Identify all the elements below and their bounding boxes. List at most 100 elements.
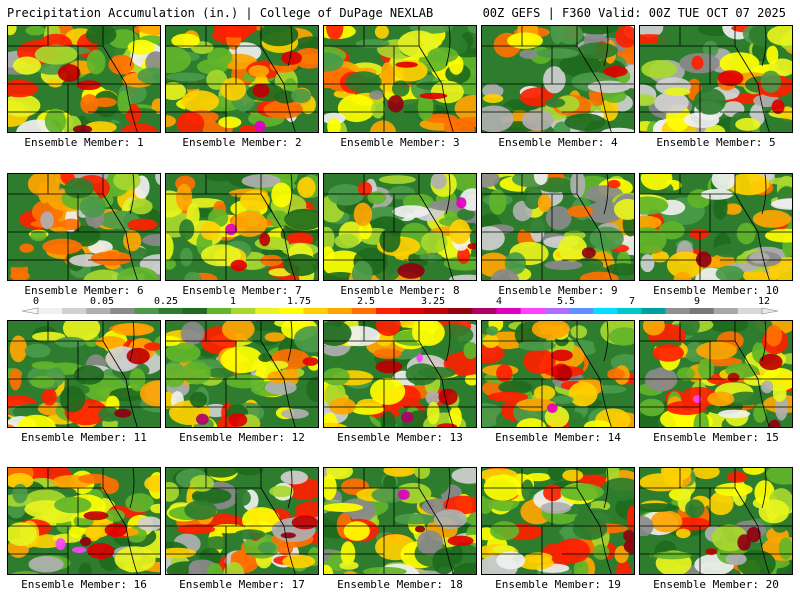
precip-blob xyxy=(44,108,66,132)
precip-blob xyxy=(324,226,335,252)
precip-blob xyxy=(729,391,763,406)
ensemble-panel-2 xyxy=(165,25,319,133)
precip-blob xyxy=(72,125,93,132)
precip-blob xyxy=(380,62,394,85)
scale-swatch xyxy=(400,308,425,314)
precip-map-9 xyxy=(482,174,634,280)
state-border xyxy=(603,468,609,509)
precip-blob xyxy=(373,348,402,359)
precip-blob xyxy=(558,235,587,262)
precip-blob xyxy=(8,26,17,36)
precip-blob xyxy=(144,475,160,492)
precip-blob xyxy=(417,93,434,121)
precip-map-17 xyxy=(166,468,318,574)
precip-blob xyxy=(650,251,669,263)
ensemble-panel-12 xyxy=(165,320,319,428)
panel-caption: Ensemble Member: 15 xyxy=(653,431,779,444)
precip-map-15 xyxy=(640,321,792,427)
precip-blob xyxy=(234,468,264,476)
precip-blob xyxy=(375,321,401,337)
precip-blob xyxy=(723,203,742,215)
precip-blob xyxy=(57,64,81,82)
precip-blob xyxy=(166,547,197,559)
precip-blob xyxy=(125,493,154,513)
precip-blob xyxy=(640,254,655,273)
precip-blob xyxy=(584,420,612,427)
precip-blob xyxy=(176,524,216,535)
precip-blob xyxy=(12,484,28,504)
scale-swatch xyxy=(327,308,353,314)
precip-blob xyxy=(234,529,266,540)
precip-blob xyxy=(570,325,588,339)
precip-blob xyxy=(367,191,387,205)
panel-caption: Ensemble Member: 3 xyxy=(340,136,460,149)
precip-blob xyxy=(34,44,78,65)
precip-blob xyxy=(55,336,86,348)
precip-blob xyxy=(282,554,316,569)
precip-blob xyxy=(600,477,634,501)
precip-blob xyxy=(42,238,83,255)
precip-blob xyxy=(395,61,418,68)
state-border xyxy=(445,468,451,509)
precip-blob xyxy=(640,227,667,254)
precip-blob xyxy=(263,100,304,119)
precip-blob xyxy=(759,118,792,132)
precip-blob xyxy=(496,551,526,570)
state-border xyxy=(441,231,454,280)
precip-blob xyxy=(387,95,404,113)
precip-blob xyxy=(200,221,221,241)
scale-swatch xyxy=(110,308,135,314)
precip-blob xyxy=(714,482,753,497)
precip-blob xyxy=(640,174,673,191)
precip-blob xyxy=(467,243,476,250)
ensemble-panel-14 xyxy=(481,320,635,428)
precip-blob xyxy=(556,365,573,382)
scale-swatch xyxy=(182,308,208,314)
title-right: 00Z GEFS | F360 Valid: 00Z TUE OCT 07 20… xyxy=(482,6,786,20)
precip-blob xyxy=(540,502,571,514)
precip-blob xyxy=(451,468,476,484)
state-border xyxy=(576,487,601,527)
precip-blob xyxy=(324,321,352,346)
precip-blob xyxy=(614,198,634,220)
scale-swatch xyxy=(472,308,497,314)
legend-tick-label: 7 xyxy=(628,296,636,307)
precip-blob xyxy=(393,513,437,525)
precip-blob xyxy=(127,218,158,231)
precip-blob xyxy=(768,177,792,186)
state-border xyxy=(260,340,285,380)
ensemble-panel-19 xyxy=(481,467,635,575)
precip-blob xyxy=(231,210,268,237)
precip-blob xyxy=(562,469,584,482)
precip-blob xyxy=(30,230,47,242)
precip-blob xyxy=(277,541,294,556)
precip-blob xyxy=(31,361,58,370)
precip-blob xyxy=(545,97,566,108)
ensemble-panel-18 xyxy=(323,467,477,575)
precip-blob xyxy=(166,234,174,261)
state-border xyxy=(283,83,296,132)
precip-blob xyxy=(150,503,160,514)
ensemble-panel-8 xyxy=(323,173,477,281)
scale-swatch xyxy=(593,308,618,314)
precip-blob xyxy=(518,340,556,351)
precip-blob xyxy=(242,507,281,534)
precip-blob xyxy=(673,271,692,280)
precip-blob xyxy=(240,190,270,211)
ensemble-panel-5 xyxy=(639,25,793,133)
precip-blob xyxy=(717,70,744,86)
precip-blob xyxy=(155,174,160,186)
state-border xyxy=(125,83,138,132)
precip-blob xyxy=(772,383,787,402)
panel-caption: Ensemble Member: 11 xyxy=(21,431,147,444)
precip-blob xyxy=(84,121,117,132)
precip-blob xyxy=(383,468,416,477)
scale-swatch xyxy=(544,308,570,314)
precip-blob xyxy=(608,327,634,346)
ensemble-panel-16 xyxy=(7,467,161,575)
precip-blob xyxy=(533,385,556,401)
precip-blob xyxy=(281,51,302,65)
state-border xyxy=(599,83,612,132)
precip-blob xyxy=(545,206,572,230)
scale-swatch xyxy=(255,308,280,314)
